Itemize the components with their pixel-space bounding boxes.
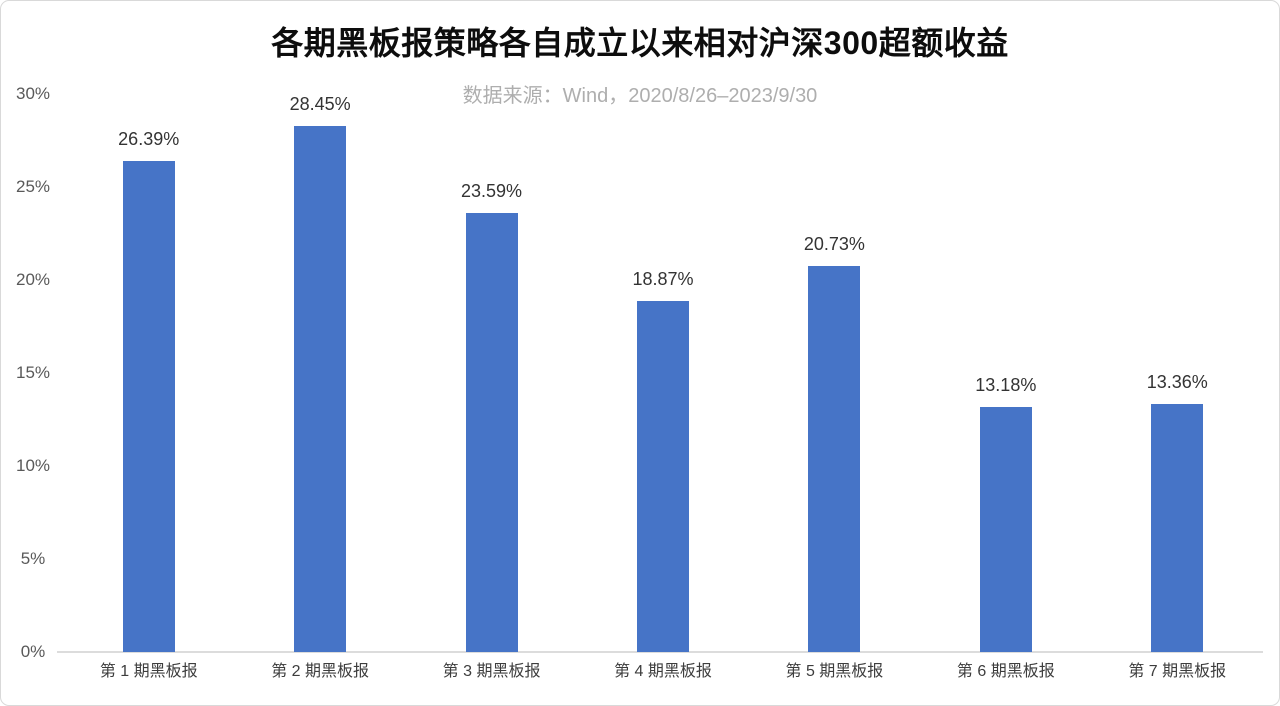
category-label: 第 3 期黑板报 — [442, 663, 541, 680]
category-label: 第 6 期黑板报 — [956, 663, 1055, 680]
bar — [636, 301, 689, 652]
bar-value-label: 23.59% — [461, 181, 523, 202]
y-axis: 0% 5% 10% 15% 20% 25% 30% — [7, 84, 59, 661]
plot-area: 26.39% 28.45% 23.59% 18.87% 20.73% 13.18% 13.3… — [63, 94, 1263, 652]
y-tick-label: 20% — [15, 270, 51, 289]
bar — [1151, 403, 1204, 652]
y-tick-label: 5% — [20, 549, 46, 568]
bar-column: 23.59% — [406, 94, 577, 652]
bar-value-label: 28.45% — [289, 94, 351, 114]
y-tick-label: 30% — [15, 84, 51, 103]
category-label: 第 1 期黑板报 — [99, 663, 198, 680]
x-axis-labels: 第 1 期黑板报 第 2 期黑板报 第 3 期黑板报 第 4 期黑板报 第 5 期黑板报… — [63, 662, 1263, 682]
y-tick-label: 0% — [20, 642, 46, 661]
bar — [465, 213, 518, 652]
bar-column: 13.36% — [1092, 94, 1263, 652]
bar — [979, 406, 1032, 652]
x-axis-line — [57, 651, 1263, 653]
bar-value-label: 20.73% — [803, 234, 865, 255]
chart-subtitle: 数据来源：Wind，2020/8/26–2023/9/30 — [462, 85, 818, 107]
y-tick-label: 25% — [15, 177, 51, 196]
y-tick-label: 10% — [15, 456, 51, 475]
category-label: 第 5 期黑板报 — [785, 663, 884, 680]
bar-value-label: 13.36% — [1146, 371, 1208, 392]
bar — [294, 126, 347, 652]
bar-value-label: 13.18% — [975, 374, 1037, 395]
category-label: 第 4 期黑板报 — [614, 663, 712, 680]
y-tick-label: 15% — [15, 363, 51, 382]
bar-value-label: 18.87% — [632, 269, 694, 290]
bar — [808, 266, 861, 652]
bar-column: 18.87% — [577, 94, 748, 652]
category-label: 第 2 期黑板报 — [271, 663, 370, 680]
chart-title: 各期黑板报策略各自成立以来相对沪深300超额收益 — [271, 25, 1009, 61]
bar-column: 20.73% — [749, 94, 920, 652]
bar-value-label: 26.39% — [118, 129, 180, 150]
bar-column: 28.45% — [234, 94, 405, 652]
bar — [122, 161, 175, 652]
category-label: 第 7 期黑板报 — [1128, 663, 1227, 680]
bar-column: 13.18% — [920, 94, 1091, 652]
bar-column: 26.39% — [63, 94, 234, 652]
